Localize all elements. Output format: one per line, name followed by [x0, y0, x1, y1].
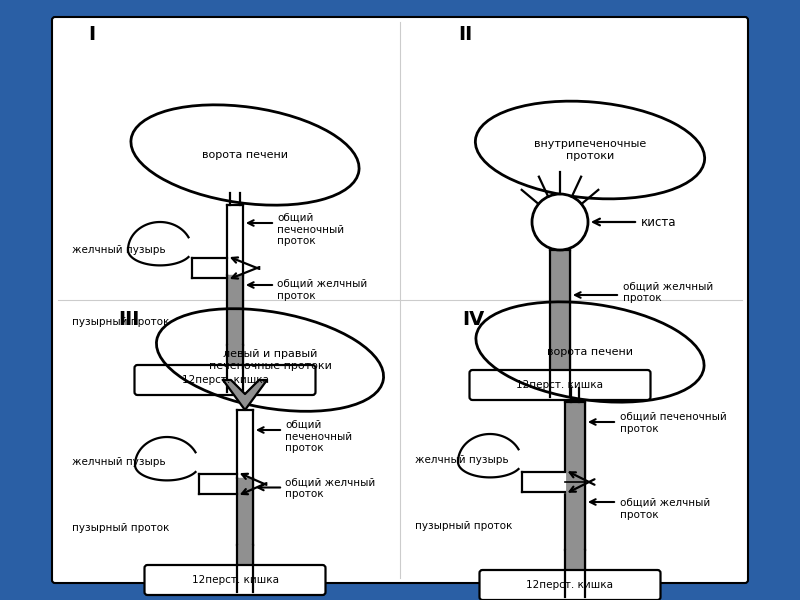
FancyBboxPatch shape [470, 370, 650, 400]
Text: 12перст. кишка: 12перст. кишка [517, 380, 603, 390]
Text: I: I [88, 25, 95, 44]
Text: пузырный проток: пузырный проток [415, 521, 512, 531]
Polygon shape [223, 380, 267, 410]
Text: общий желчный
проток: общий желчный проток [285, 478, 375, 499]
Text: желчный пузырь: желчный пузырь [415, 455, 509, 465]
Text: 12перст. кишка: 12перст. кишка [182, 375, 269, 385]
Text: ворота печени: ворота печени [202, 150, 288, 160]
Text: 12перст. кишка: 12перст. кишка [191, 575, 278, 585]
Text: внутрипеченочные
протоки: внутрипеченочные протоки [534, 139, 646, 161]
Text: ворота печени: ворота печени [547, 347, 633, 357]
Text: II: II [458, 25, 472, 44]
Text: IV: IV [462, 310, 484, 329]
Text: киста: киста [641, 215, 677, 229]
Text: желчный пузырь: желчный пузырь [72, 245, 166, 255]
FancyBboxPatch shape [145, 565, 326, 595]
Text: левый и правый
печеночные протоки: левый и правый печеночные протоки [209, 349, 331, 371]
Text: общий
печеночный
проток: общий печеночный проток [285, 420, 352, 453]
FancyBboxPatch shape [134, 365, 315, 395]
Circle shape [532, 194, 588, 250]
Text: общий
печеночный
проток: общий печеночный проток [277, 213, 344, 246]
FancyBboxPatch shape [479, 570, 661, 600]
Text: общий желчный
проток: общий желчный проток [277, 279, 367, 301]
Text: пузырный проток: пузырный проток [72, 523, 170, 533]
Text: желчный пузырь: желчный пузырь [72, 457, 166, 467]
FancyBboxPatch shape [52, 17, 748, 583]
Text: III: III [118, 310, 139, 329]
Text: общий желчный
проток: общий желчный проток [623, 281, 714, 303]
Text: 12перст. кишка: 12перст. кишка [526, 580, 614, 590]
Text: общий желчный
проток: общий желчный проток [620, 498, 710, 520]
Text: пузырный проток: пузырный проток [72, 317, 170, 327]
Text: общий печеночный
проток: общий печеночный проток [620, 412, 726, 434]
